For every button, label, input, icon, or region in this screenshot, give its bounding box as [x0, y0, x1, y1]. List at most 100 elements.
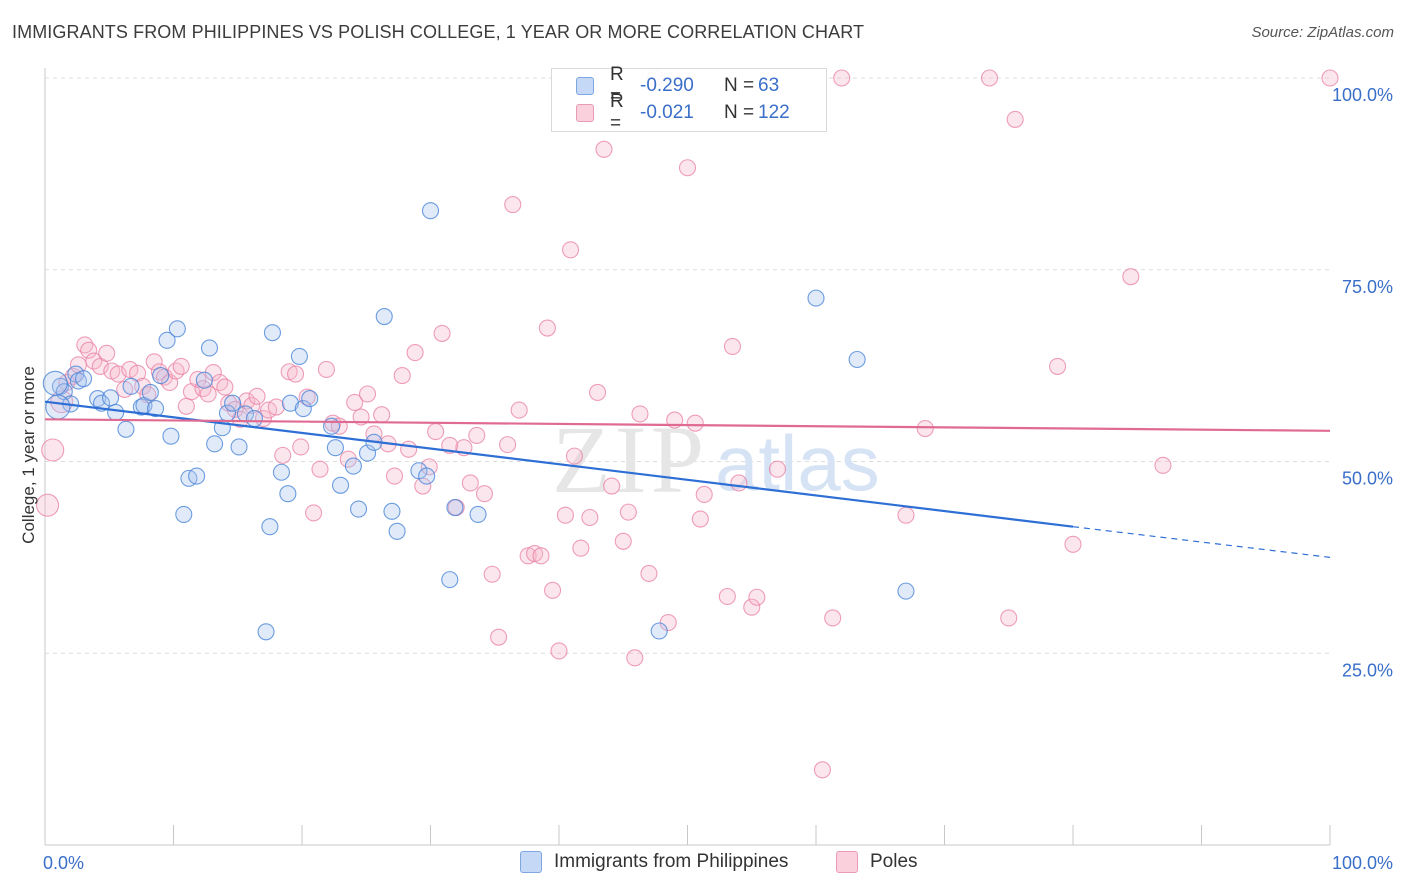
- poles-point: [305, 504, 323, 522]
- x-tick-label: 100.0%: [1332, 853, 1393, 873]
- poles-point: [686, 414, 704, 432]
- philippines-points: [42, 202, 915, 641]
- philippines-point: [146, 400, 165, 418]
- poles-point: [562, 241, 580, 259]
- philippines-point: [897, 582, 915, 600]
- poles-point: [833, 69, 851, 87]
- y-axis-label: College, 1 year or more: [19, 366, 38, 544]
- philippines-point: [101, 389, 120, 407]
- poles-point: [280, 363, 298, 381]
- philippines-point: [807, 289, 825, 307]
- axes: [44, 68, 1331, 846]
- poles-point: [588, 383, 607, 402]
- philippines-point: [418, 467, 436, 485]
- philippines-point: [230, 438, 248, 456]
- x-tick-label: 0.0%: [43, 853, 84, 873]
- poles-point: [287, 365, 305, 383]
- philippines-point: [650, 622, 668, 640]
- philippines-point: [245, 409, 264, 428]
- poles-point: [824, 609, 842, 627]
- legend-r-value-poles: -0.021: [640, 102, 694, 123]
- poles-point: [1122, 268, 1140, 286]
- poles-point: [556, 506, 574, 524]
- philippines-trend-extension: [1072, 526, 1331, 558]
- poles-point: [595, 140, 613, 158]
- poles-point: [393, 367, 411, 385]
- poles-point: [980, 69, 999, 87]
- philippines-point: [290, 347, 308, 365]
- philippines-point: [75, 370, 93, 388]
- poles-point: [640, 564, 658, 583]
- bottom-legend-swatch-blue: [520, 851, 542, 873]
- philippines-point: [152, 367, 170, 385]
- poles-point: [1154, 456, 1172, 474]
- poles-point: [254, 409, 273, 428]
- philippines-point: [132, 398, 150, 416]
- poles-point: [346, 393, 364, 411]
- poles-point: [510, 401, 528, 419]
- poles-point: [145, 353, 163, 371]
- poles-point: [565, 447, 583, 465]
- poles-point: [41, 438, 65, 462]
- bottom-legend-swatch-pink: [836, 851, 858, 873]
- poles-point: [532, 547, 550, 565]
- philippines-point: [122, 377, 140, 395]
- poles-point: [1006, 110, 1024, 128]
- poles-point: [400, 440, 418, 458]
- legend-n-label: N =: [724, 102, 755, 123]
- philippines-point: [281, 394, 299, 412]
- philippines-point: [263, 324, 281, 342]
- philippines-point: [42, 370, 68, 396]
- poles-point: [723, 337, 742, 356]
- philippines-point: [279, 485, 297, 503]
- legend-n-value-philippines: 63: [758, 75, 780, 96]
- poles-point: [1064, 535, 1082, 553]
- philippines-point: [294, 400, 312, 418]
- poles-point: [678, 159, 697, 177]
- poles-point: [1321, 69, 1339, 87]
- poles-point: [748, 588, 766, 606]
- poles-point: [199, 385, 217, 403]
- poles-point: [189, 370, 207, 388]
- poles-point: [550, 642, 568, 660]
- correlation-legend: R = -0.290 N = 63 R = -0.021 N = 122: [551, 64, 827, 134]
- tick-labels: 25.0% 50.0% 75.0% 100.0% 0.0% 100.0%: [43, 85, 1393, 873]
- philippines-point: [383, 502, 401, 520]
- legend-swatch-blue: [576, 77, 594, 95]
- philippines-point: [272, 463, 290, 481]
- philippines-point: [195, 371, 213, 389]
- legend-n-label: N =: [724, 75, 755, 96]
- philippines-point: [162, 427, 180, 445]
- poles-point: [385, 467, 404, 485]
- philippines-point: [331, 476, 350, 494]
- philippines-point: [848, 350, 866, 369]
- philippines-point: [206, 435, 224, 453]
- y-tick-label: 50.0%: [1342, 469, 1393, 489]
- philippines-point: [158, 331, 176, 349]
- philippines-point: [141, 383, 159, 402]
- y-tick-label: 75.0%: [1342, 277, 1393, 297]
- bottom-legend-label-poles: Poles: [870, 851, 918, 872]
- legend-n-value-poles: 122: [758, 102, 790, 123]
- poles-points: [36, 69, 1339, 779]
- poles-point: [36, 493, 60, 517]
- poles-point: [526, 544, 544, 563]
- legend-row-philippines: R = -0.290 N = 63: [576, 64, 780, 107]
- poles-point: [358, 385, 377, 403]
- philippines-point: [257, 623, 275, 641]
- poles-point: [243, 396, 261, 415]
- poles-point: [98, 344, 116, 362]
- philippines-point: [117, 420, 135, 438]
- bottom-legend-label-philippines: Immigrants from Philippines: [554, 851, 789, 872]
- poles-point: [475, 485, 494, 503]
- philippines-point: [168, 320, 186, 338]
- poles-point: [768, 460, 787, 478]
- philippines-point: [469, 505, 487, 523]
- philippines-point: [421, 202, 440, 220]
- poles-point: [691, 510, 709, 528]
- legend-swatch-pink: [576, 104, 594, 122]
- philippines-point: [224, 394, 242, 412]
- poles-point: [743, 598, 761, 616]
- poles-point: [626, 649, 644, 667]
